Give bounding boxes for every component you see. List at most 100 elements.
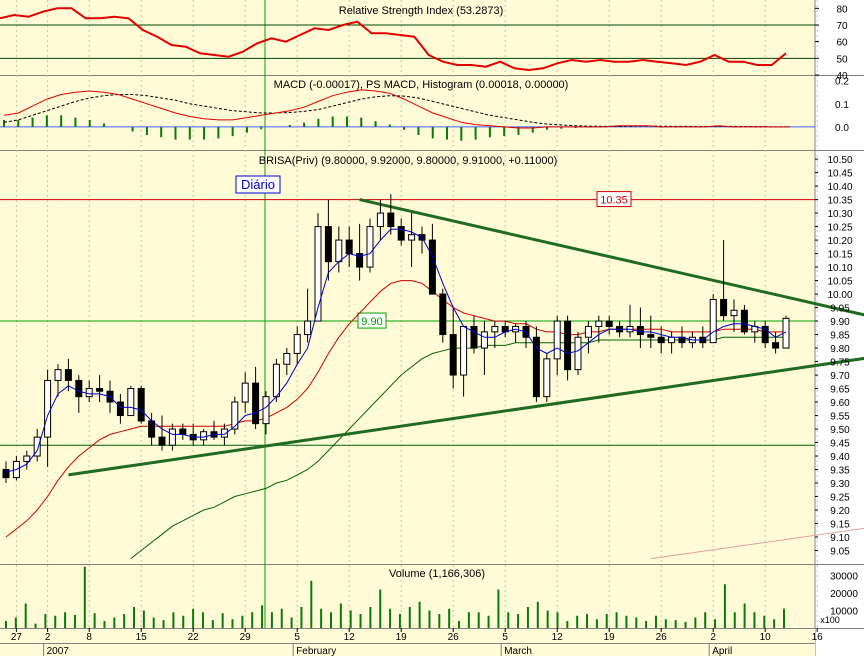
price-y-tick-label: 10.45 bbox=[827, 169, 852, 180]
candle-body bbox=[574, 336, 582, 371]
x-tick-label: 12 bbox=[344, 632, 356, 643]
candle-body bbox=[314, 226, 322, 322]
candle-body bbox=[366, 226, 374, 268]
candle bbox=[595, 315, 603, 343]
x-tick-label: 5 bbox=[502, 632, 508, 643]
candle bbox=[293, 326, 301, 365]
candle-body bbox=[564, 320, 572, 371]
trendline bbox=[68, 356, 864, 477]
candle bbox=[356, 223, 364, 281]
price-y-tick-label: 9.50 bbox=[830, 425, 850, 436]
candle bbox=[761, 321, 769, 349]
candle-body bbox=[304, 320, 312, 336]
candle-body bbox=[657, 336, 665, 344]
x-tick-label: 27 bbox=[11, 632, 23, 643]
x-tick-label: 29 bbox=[240, 632, 252, 643]
candle-body bbox=[356, 253, 364, 268]
candle-body bbox=[647, 334, 655, 338]
candle bbox=[54, 364, 62, 397]
candle bbox=[272, 358, 280, 403]
volume-title: Volume (1,166,306) bbox=[389, 568, 485, 580]
month-label: 2007 bbox=[47, 646, 70, 656]
candle-body bbox=[460, 325, 468, 376]
candle bbox=[480, 321, 488, 376]
candle bbox=[23, 450, 31, 470]
x-tick-label: 16 bbox=[812, 632, 824, 643]
price-y-tick-label: 9.60 bbox=[830, 398, 850, 409]
candle bbox=[168, 423, 176, 451]
price-y-tick-label: 10.30 bbox=[827, 209, 852, 220]
candle bbox=[564, 315, 572, 381]
candle-body bbox=[439, 293, 447, 336]
candle-body bbox=[252, 382, 260, 425]
volume-y-tick-label: 10000 bbox=[830, 607, 858, 618]
candle-body bbox=[220, 428, 228, 438]
resistance-label-text: 10.35 bbox=[600, 195, 628, 207]
candle-body bbox=[168, 428, 176, 446]
x-tick-label: 12 bbox=[552, 632, 564, 643]
candle bbox=[470, 315, 478, 354]
price-y-tick-label: 10.40 bbox=[827, 182, 852, 193]
time-axis-panel bbox=[0, 628, 815, 656]
price-y-tick-label: 9.25 bbox=[830, 493, 850, 504]
candle-body bbox=[293, 334, 301, 354]
price-y-tick-label: 9.40 bbox=[830, 452, 850, 463]
price-y-tick-label: 9.75 bbox=[830, 358, 850, 369]
price-y-tick-label: 9.05 bbox=[830, 547, 850, 558]
candle bbox=[366, 218, 374, 273]
macd-y-tick-label: 0.1 bbox=[835, 100, 849, 111]
price-y-tick-label: 9.35 bbox=[830, 466, 850, 477]
candle-body bbox=[553, 320, 561, 360]
candle bbox=[137, 385, 145, 424]
candle-body bbox=[772, 342, 780, 349]
level-label: 9.90 bbox=[357, 312, 387, 329]
candle-body bbox=[720, 298, 728, 317]
candle bbox=[782, 315, 790, 349]
x-tick-label: 19 bbox=[604, 632, 616, 643]
candle bbox=[491, 321, 499, 349]
candle bbox=[241, 372, 249, 413]
month-label: April bbox=[712, 646, 732, 656]
candle-body bbox=[54, 369, 62, 381]
month-label: March bbox=[504, 646, 532, 656]
candle bbox=[772, 331, 780, 354]
rsi-y-tick-label: 60 bbox=[836, 38, 848, 49]
price-y-tick-label: 9.80 bbox=[830, 344, 850, 355]
x-tick-label: 2 bbox=[45, 632, 51, 643]
candle-body bbox=[64, 369, 72, 381]
candle bbox=[730, 299, 738, 332]
price-y-tick-label: 9.70 bbox=[830, 371, 850, 382]
candle-body bbox=[449, 334, 457, 376]
candle bbox=[2, 461, 10, 484]
candle-body bbox=[470, 325, 478, 349]
candle bbox=[314, 213, 322, 322]
period-label-text: Diário bbox=[241, 177, 275, 192]
candle-body bbox=[761, 325, 769, 344]
candle-body bbox=[543, 358, 551, 398]
macd-y-tick-label: 0.0 bbox=[835, 123, 849, 134]
price-y-tick-label: 9.10 bbox=[830, 533, 850, 544]
candle-body bbox=[730, 309, 738, 317]
month-label: February bbox=[296, 646, 336, 656]
candle-body bbox=[2, 469, 10, 479]
price-y-tick-label: 10.10 bbox=[827, 263, 852, 274]
price-y-tick-label: 9.85 bbox=[830, 331, 850, 342]
price-y-tick-label: 10.20 bbox=[827, 236, 852, 247]
period-label-box bbox=[235, 175, 281, 194]
candle bbox=[85, 380, 93, 403]
candle-body bbox=[532, 336, 540, 398]
rsi-line bbox=[0, 7, 787, 72]
candle bbox=[116, 393, 124, 424]
candle-body bbox=[283, 352, 291, 365]
macd-y-tick-label: 0.2 bbox=[835, 77, 849, 88]
candle bbox=[740, 304, 748, 335]
candle-body bbox=[595, 320, 603, 327]
candle bbox=[75, 375, 83, 413]
rsi-y-tick-label: 50 bbox=[836, 54, 848, 65]
price-y-tick-label: 9.15 bbox=[830, 520, 850, 531]
x-tick-label: 15 bbox=[136, 632, 148, 643]
candle-body bbox=[148, 420, 156, 438]
candle bbox=[636, 307, 644, 349]
ma-long-line bbox=[130, 336, 786, 559]
